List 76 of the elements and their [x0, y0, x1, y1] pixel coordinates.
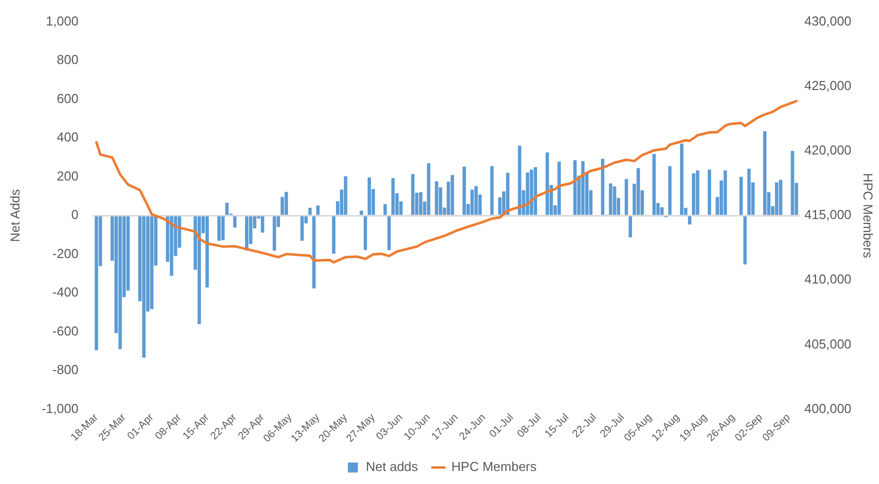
bar	[518, 146, 522, 215]
bar	[778, 180, 782, 215]
y2-tick-label: 420,000	[804, 142, 852, 158]
bar	[462, 166, 466, 215]
bar	[608, 183, 612, 215]
bar	[474, 186, 478, 215]
bar	[636, 168, 640, 215]
y-tick-label: -1,000	[42, 400, 78, 416]
y-tick-label: 800	[56, 52, 78, 68]
bar	[506, 172, 510, 215]
y2-tick-label: 415,000	[804, 207, 852, 222]
bar	[383, 204, 387, 215]
bar	[419, 192, 422, 215]
bar	[387, 216, 391, 250]
bar	[94, 216, 98, 350]
bar	[775, 182, 778, 215]
bar	[316, 205, 320, 215]
bar	[668, 166, 672, 215]
bar	[245, 216, 248, 251]
bar	[600, 158, 604, 215]
bar	[150, 216, 154, 310]
bar	[708, 170, 712, 215]
bar	[470, 190, 474, 215]
y2-tick-label: 430,000	[804, 13, 852, 28]
bar	[300, 216, 304, 241]
bar	[581, 161, 585, 215]
bar	[364, 216, 368, 250]
bar	[198, 216, 201, 324]
bar	[391, 178, 395, 215]
bar	[360, 210, 364, 215]
bar	[426, 163, 430, 215]
bar	[763, 131, 766, 215]
y-tick-label: 600	[56, 90, 78, 106]
legend-label: Net adds	[366, 459, 418, 474]
bar	[739, 176, 743, 215]
y-tick-label: -600	[52, 323, 78, 338]
bar	[688, 216, 692, 224]
bar	[624, 178, 628, 215]
bar	[332, 216, 336, 254]
y-tick-label: 1,000	[46, 13, 78, 28]
y2-tick-label: 400,000	[804, 400, 852, 416]
bar	[233, 216, 237, 228]
bar	[652, 154, 656, 215]
y-tick-label: -400	[52, 284, 78, 300]
y2-tick-label: 405,000	[804, 336, 852, 352]
bar	[696, 170, 700, 215]
bar	[450, 175, 454, 215]
bar	[490, 166, 494, 215]
bar	[118, 216, 122, 350]
bar	[284, 192, 288, 215]
bar	[660, 207, 664, 215]
y-tick-label: -200	[52, 246, 78, 261]
y2-axis-title: HPC Members	[860, 172, 876, 259]
bar	[724, 170, 727, 215]
bar	[272, 216, 276, 251]
y-tick-label: 200	[56, 168, 78, 184]
bar	[747, 168, 751, 215]
bar	[411, 174, 414, 215]
bar	[344, 176, 348, 215]
bar	[557, 162, 561, 215]
bar	[546, 152, 549, 215]
y-tick-label: 400	[56, 130, 78, 145]
bar	[628, 216, 632, 238]
bar	[680, 144, 684, 215]
y-axis-title: Net Adds	[7, 188, 22, 242]
bar	[205, 216, 209, 288]
y2-tick-label: 410,000	[804, 272, 852, 287]
bar	[692, 173, 696, 215]
y-tick-label: -800	[52, 362, 78, 378]
bar	[368, 177, 371, 215]
bar	[142, 216, 146, 358]
y2-tick-label: 425,000	[804, 78, 852, 93]
bar	[534, 167, 538, 215]
bar	[612, 186, 616, 215]
legend-label: HPC Members	[451, 459, 538, 474]
y-tick-label: 0	[71, 207, 78, 222]
